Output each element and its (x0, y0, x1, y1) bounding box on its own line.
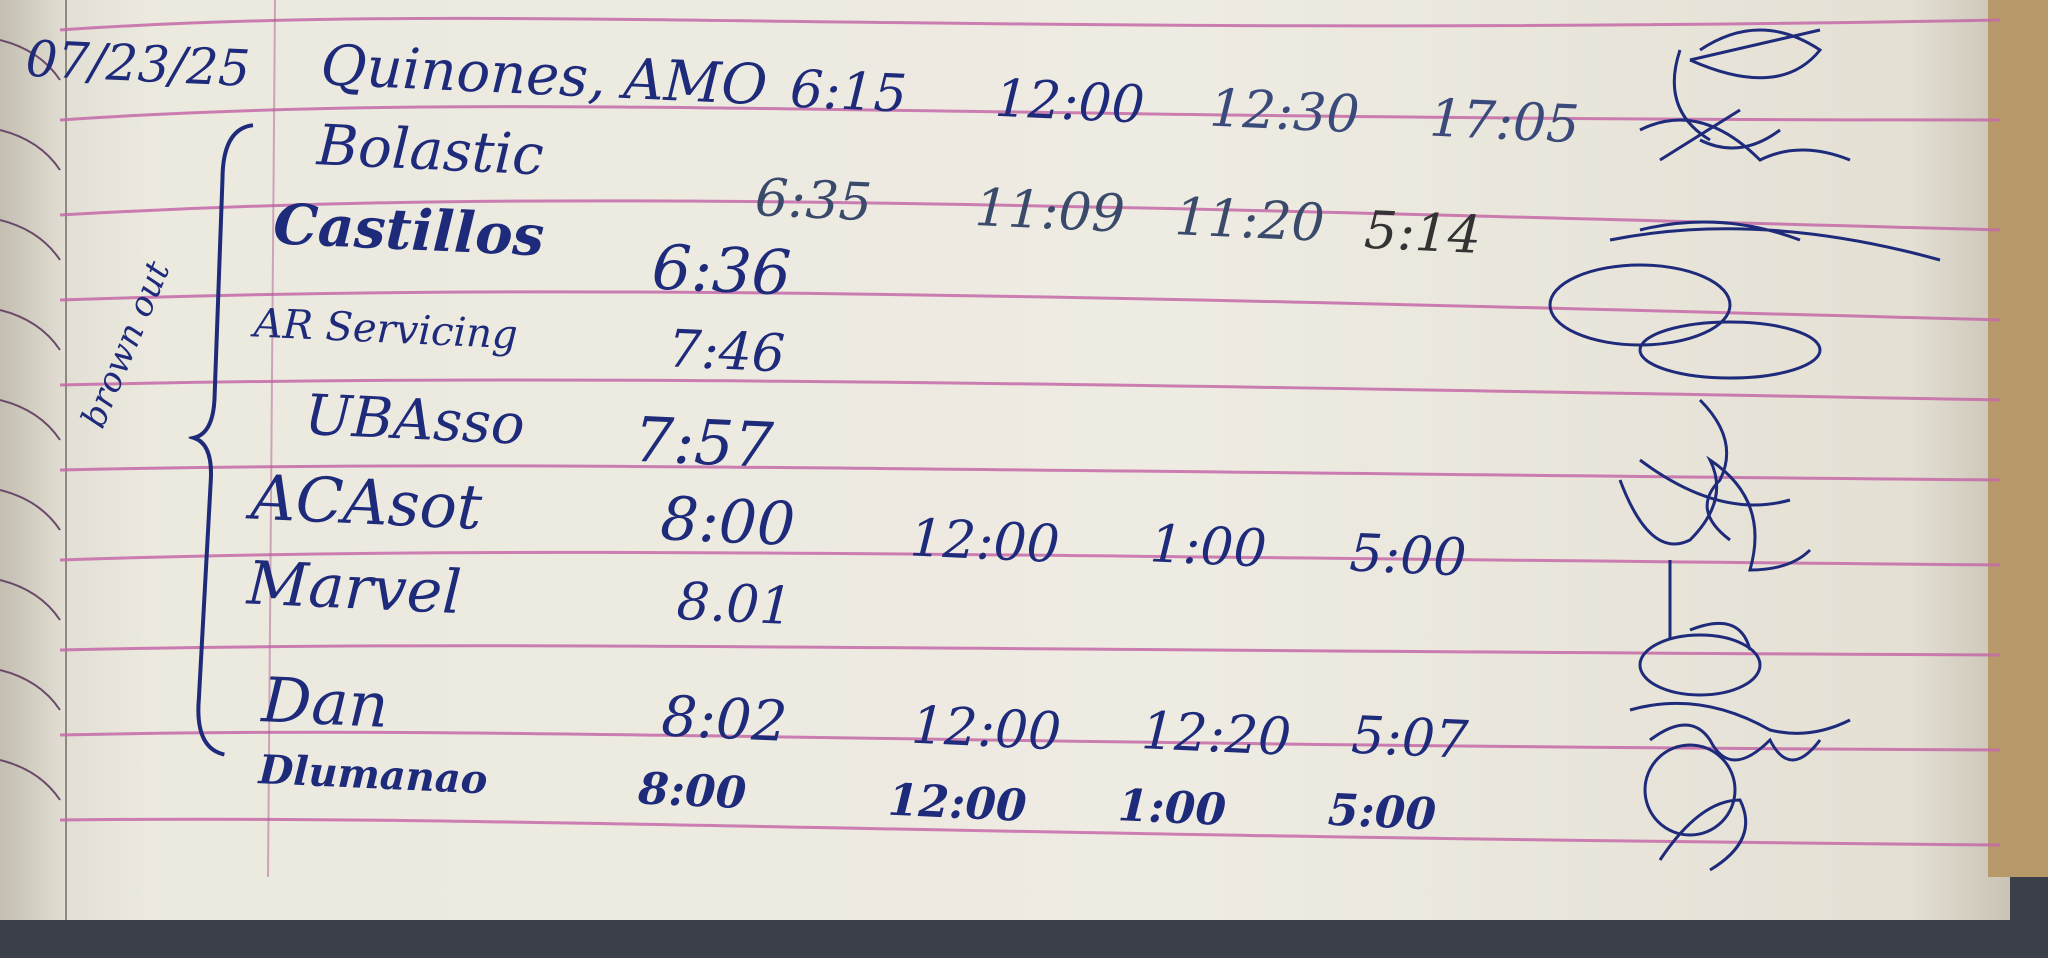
signature-scribble (1639, 108, 1851, 162)
signature-scribble (1638, 320, 1822, 380)
signature-scribble (1629, 701, 1851, 762)
signature-scribble (1672, 28, 1823, 142)
signature-scribble (1643, 743, 1737, 837)
signature-scribble (1618, 455, 1812, 572)
signature-scribble (1668, 560, 1752, 651)
signature-scribble (1609, 220, 1941, 262)
table-edge (1988, 0, 2048, 877)
notebook-binding (0, 0, 67, 920)
signatures (1548, 28, 1941, 872)
notebook-page (0, 0, 2010, 920)
group-brace (185, 123, 254, 757)
signature-scribble (1658, 798, 1748, 872)
signature-scribble (1639, 398, 1791, 542)
signature-scribble (1548, 263, 1732, 347)
signature-scribble (1638, 633, 1762, 697)
ruled-lines (0, 0, 2001, 877)
